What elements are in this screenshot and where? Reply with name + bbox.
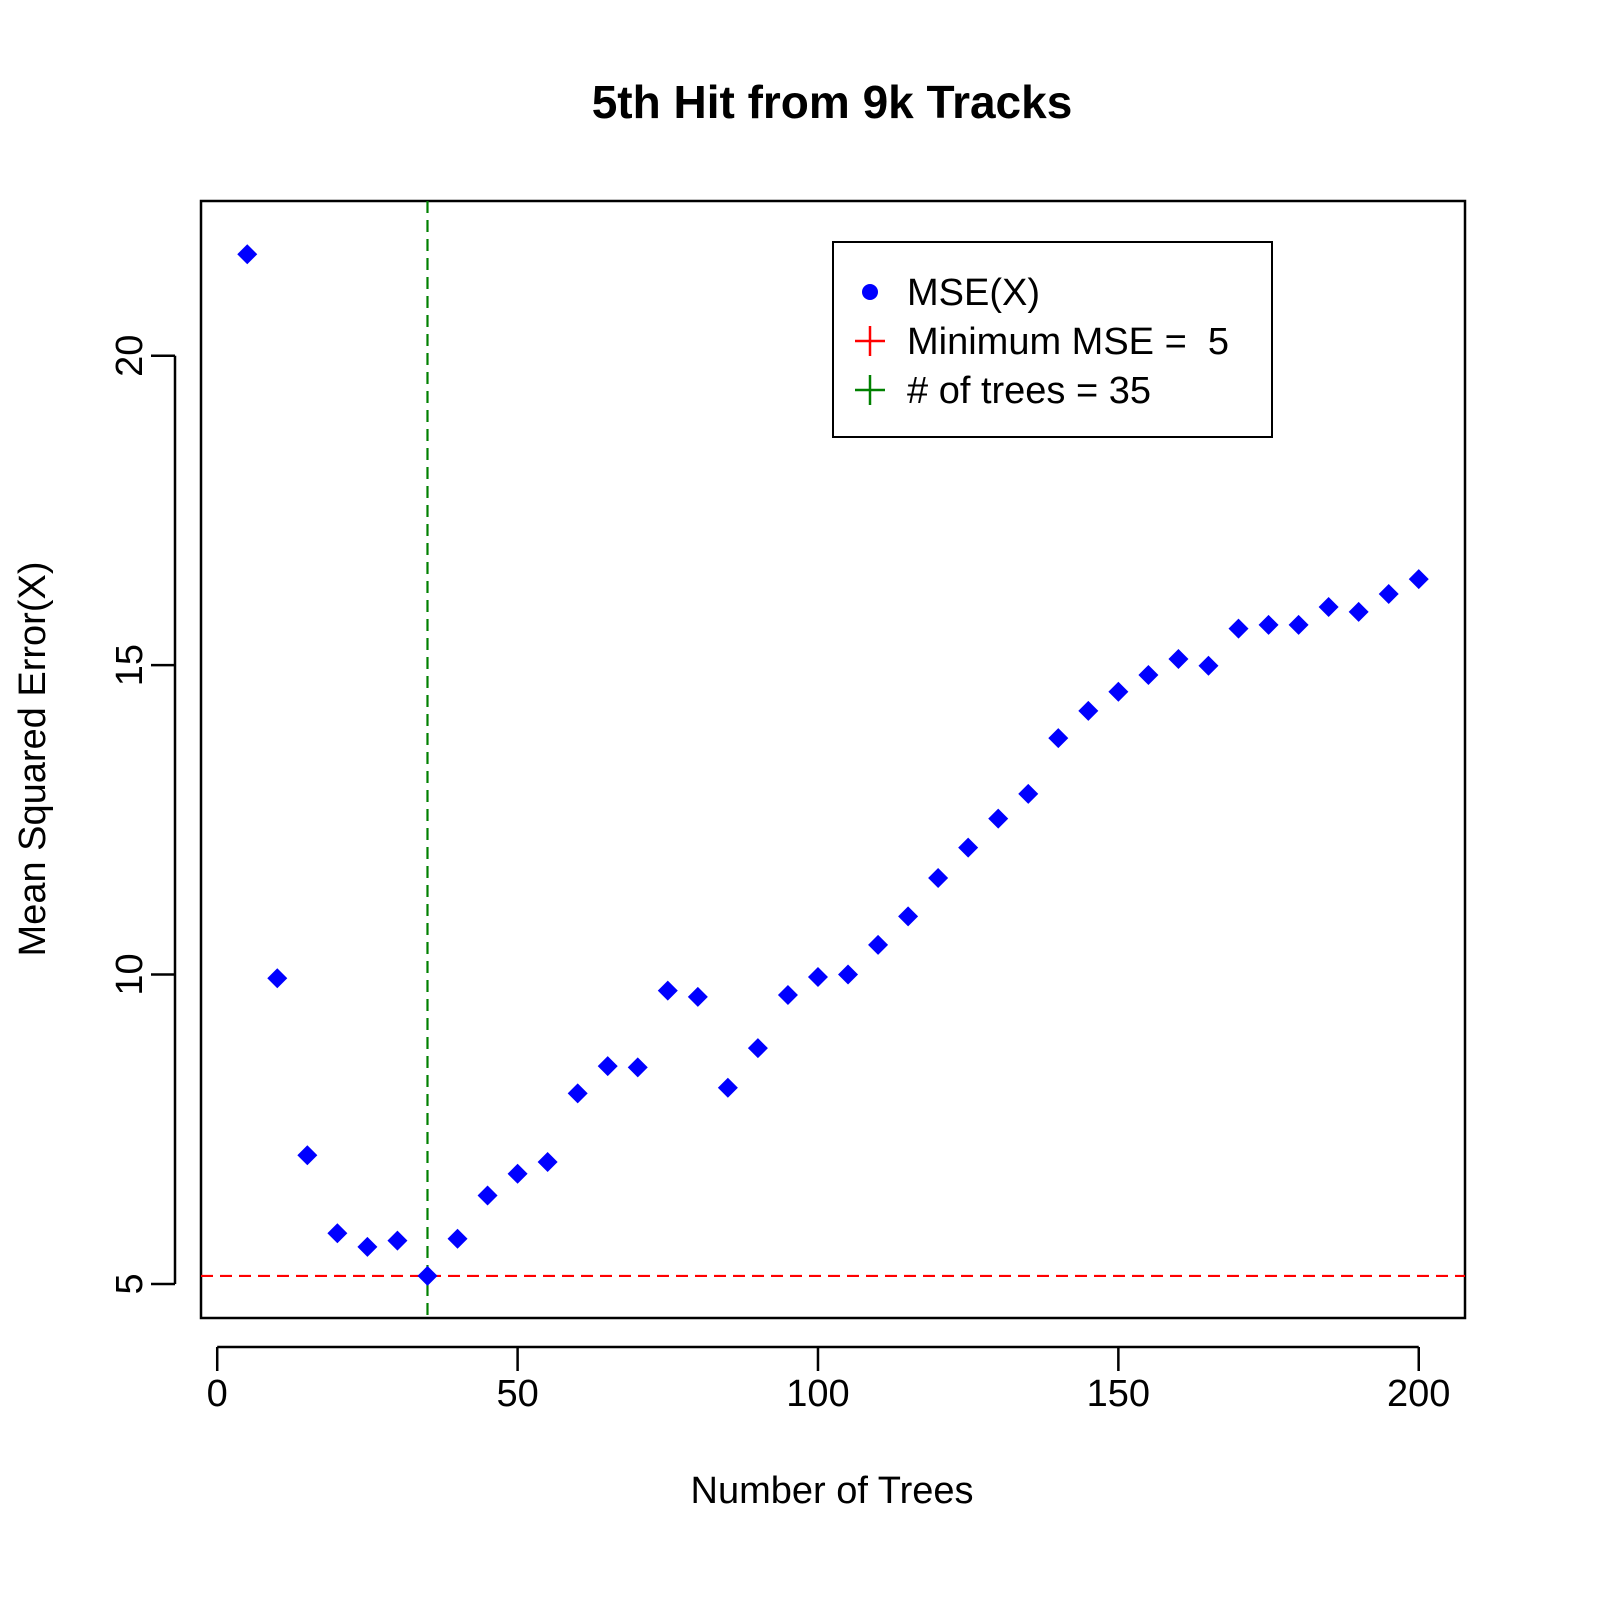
data-point bbox=[1318, 596, 1339, 617]
data-point bbox=[1018, 783, 1039, 804]
data-point bbox=[868, 934, 889, 955]
data-point bbox=[327, 1223, 348, 1244]
x-ticks: 0 50 100 150 200 bbox=[207, 1347, 1450, 1415]
x-tick-label: 150 bbox=[1087, 1373, 1150, 1415]
data-point bbox=[988, 808, 1009, 829]
data-point bbox=[387, 1230, 408, 1251]
y-tick-label: 5 bbox=[109, 1273, 151, 1294]
data-point bbox=[627, 1057, 648, 1078]
legend-label: # of trees = 35 bbox=[907, 370, 1151, 412]
data-point bbox=[447, 1228, 468, 1249]
legend-items: MSE(X) Minimum MSE = 5 # of trees = 35 bbox=[855, 272, 1229, 412]
x-tick-label: 0 bbox=[207, 1373, 228, 1415]
data-point bbox=[717, 1077, 738, 1098]
data-point bbox=[597, 1056, 618, 1077]
legend-box bbox=[832, 241, 1273, 438]
y-axis-label: Mean Squared Error(X) bbox=[12, 562, 54, 957]
data-point bbox=[357, 1236, 378, 1257]
legend: MSE(X) Minimum MSE = 5 # of trees = 35 bbox=[832, 241, 1273, 438]
data-point bbox=[1288, 614, 1309, 635]
data-point bbox=[567, 1083, 588, 1104]
data-point bbox=[657, 980, 678, 1001]
data-point bbox=[687, 986, 708, 1007]
y-tick-label: 10 bbox=[109, 953, 151, 995]
data-point bbox=[898, 906, 919, 927]
legend-label: MSE(X) bbox=[907, 272, 1040, 314]
data-point bbox=[417, 1265, 438, 1286]
data-point bbox=[267, 968, 288, 989]
x-tick-label: 200 bbox=[1387, 1373, 1450, 1415]
x-axis-label: Number of Trees bbox=[691, 1470, 974, 1512]
data-point bbox=[1348, 601, 1369, 622]
x-axis: 0 50 100 150 200 bbox=[207, 1345, 1450, 1415]
y-ticks: 5 10 15 20 bbox=[109, 335, 175, 1295]
reference-lines bbox=[201, 201, 1465, 1318]
plot-frame bbox=[199, 199, 1467, 1320]
data-point bbox=[237, 244, 258, 265]
y-axis: 5 10 15 20 bbox=[109, 335, 177, 1295]
data-point bbox=[1078, 700, 1099, 721]
legend-label: Minimum MSE = 5 bbox=[907, 321, 1229, 363]
data-point bbox=[507, 1163, 528, 1184]
data-point bbox=[747, 1038, 768, 1059]
data-point bbox=[537, 1152, 558, 1173]
data-point bbox=[1048, 728, 1069, 749]
data-point bbox=[1258, 614, 1279, 635]
data-point bbox=[1168, 648, 1189, 669]
x-tick-label: 50 bbox=[496, 1373, 538, 1415]
data-point bbox=[807, 967, 828, 988]
data-point bbox=[1228, 618, 1249, 639]
data-point bbox=[838, 964, 859, 985]
y-tick-label: 15 bbox=[109, 644, 151, 686]
data-point bbox=[1138, 665, 1159, 686]
data-point bbox=[1198, 655, 1219, 676]
data-point bbox=[928, 868, 949, 889]
y-tick-label: 20 bbox=[109, 335, 151, 377]
data-point bbox=[1108, 681, 1129, 702]
data-point bbox=[1408, 569, 1429, 590]
chart-title: 5th Hit from 9k Tracks bbox=[592, 76, 1073, 128]
data-point bbox=[477, 1185, 498, 1206]
data-point bbox=[1378, 583, 1399, 604]
data-points bbox=[237, 244, 1429, 1286]
plot-area bbox=[199, 199, 1467, 1320]
data-point bbox=[297, 1145, 318, 1166]
data-point bbox=[777, 984, 798, 1005]
legend-dot-icon bbox=[862, 284, 878, 300]
data-point bbox=[958, 837, 979, 858]
x-tick-label: 100 bbox=[786, 1373, 849, 1415]
